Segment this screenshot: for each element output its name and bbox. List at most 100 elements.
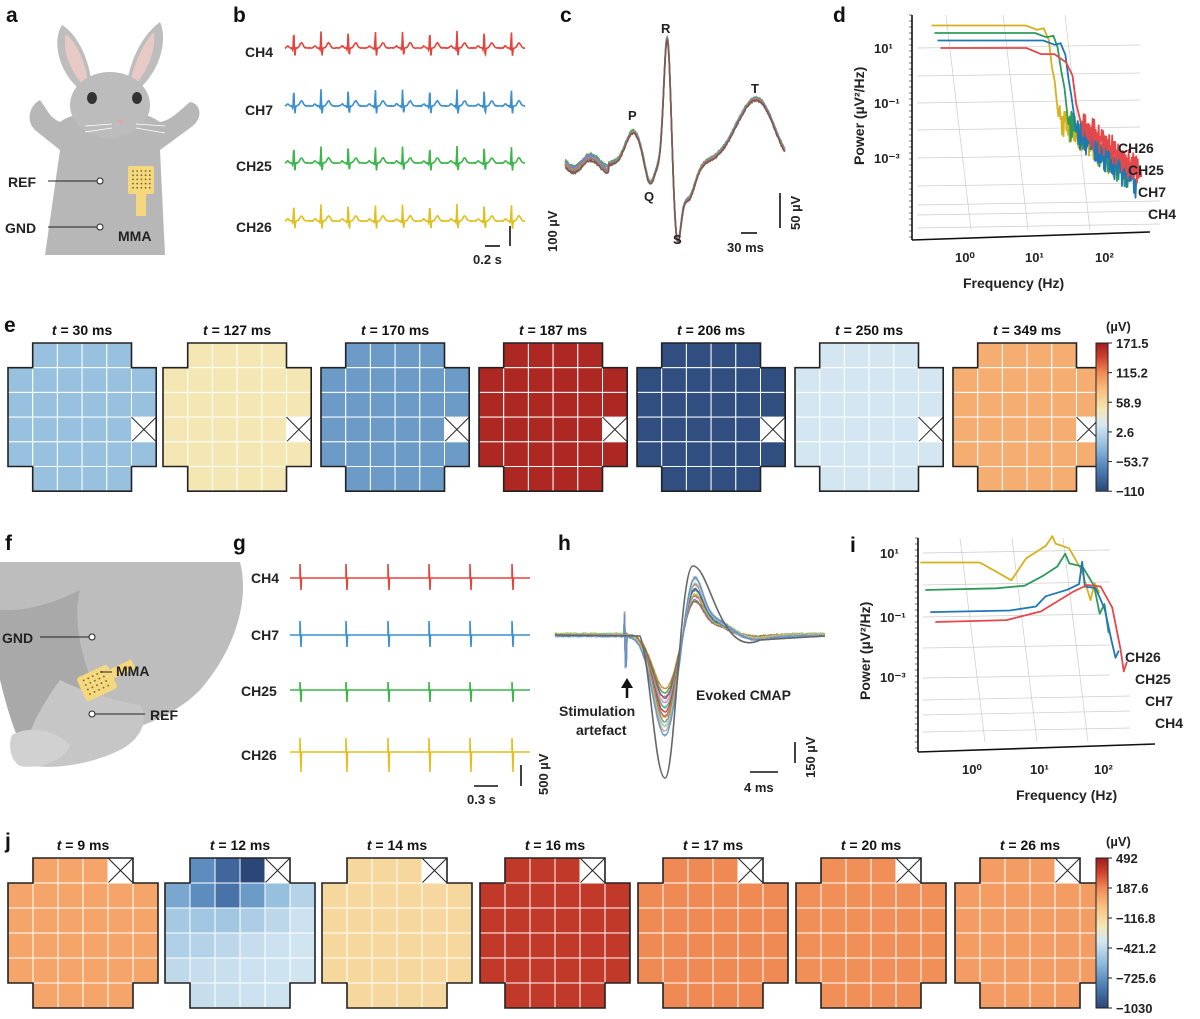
missing-channel-cross-icon [444, 416, 470, 443]
heatmap-cell [396, 932, 423, 959]
heatmap-cell [579, 932, 606, 959]
heatmap-cell [107, 907, 134, 934]
heatmap-cell [820, 907, 847, 934]
heatmap-cell [419, 391, 445, 418]
heatmap-cell [1026, 416, 1053, 443]
heatmap-cell [236, 466, 263, 492]
electrode-dot [136, 186, 139, 189]
psd-curve-ch25 [925, 552, 1110, 634]
heatmap-cell [579, 882, 606, 909]
heatmap-cell [602, 391, 628, 418]
heatmap-cell [82, 982, 109, 1009]
heatmap-cell [261, 466, 287, 492]
heatmap-cell [446, 932, 473, 959]
heatmap-cell [1029, 982, 1056, 1009]
heatmap-outline [478, 342, 628, 492]
electrode-dot [136, 170, 139, 172]
heatmap-cell [579, 982, 606, 1009]
grid-line [1011, 537, 1038, 743]
heatmap-cell [737, 882, 764, 909]
heatmap-cell [977, 367, 1003, 393]
heatmap-cell [820, 882, 847, 909]
heatmap-cell [1029, 957, 1056, 984]
heatmap-cell [503, 367, 529, 393]
heatmap-cell [56, 342, 83, 369]
heatmap-cell [843, 466, 870, 492]
heatmap-cell [56, 441, 83, 467]
heatmap-cell [1054, 957, 1081, 984]
heatmap-cell [637, 907, 664, 934]
heatmap-cell [346, 882, 373, 909]
heatmap-cell [527, 441, 554, 467]
time-variable: t [210, 837, 216, 853]
grid-line [1002, 14, 1029, 231]
heatmap-cell [762, 907, 789, 934]
heatmap-cell [421, 957, 448, 984]
heatmap-outline [321, 857, 473, 1009]
heatmap-cell [820, 932, 847, 959]
heatmap-cell [132, 957, 159, 984]
heatmap-cell [346, 982, 373, 1009]
heatmap-cell [977, 391, 1003, 418]
heatmap-cell [214, 857, 241, 884]
psd-curve-ch26 [920, 535, 1101, 601]
heatmap-cell [893, 441, 919, 467]
electrode-dot [132, 174, 134, 177]
grid-line [916, 126, 1141, 131]
heatmap-cell [371, 907, 398, 934]
heatmap-cell [870, 907, 897, 934]
heatmap-cell [843, 391, 870, 418]
grid-line [916, 99, 1141, 104]
panel-label-h: h [558, 532, 571, 555]
channel-label-ch4: CH4 [251, 570, 279, 586]
arrow-up-icon [621, 678, 633, 698]
heatmap-cell [685, 441, 712, 467]
electrode-patch-icon [77, 659, 136, 701]
heatmap-cell [211, 441, 238, 467]
heatmap-4: t = 187 ms [478, 322, 628, 492]
heatmap-cell [236, 391, 263, 418]
heatmap-cell [503, 466, 529, 492]
heatmap-cell [187, 342, 213, 369]
amp-scale-h: 150 µV [803, 736, 818, 778]
heatmap-cell [1004, 882, 1031, 909]
channel-label-ch25: CH25 [236, 158, 272, 174]
panel-label-d: d [833, 4, 846, 27]
heatmap-cell [394, 466, 421, 492]
missing-channel-cross-icon [918, 416, 944, 443]
heatmap-cell [529, 932, 556, 959]
heatmap-cell [189, 982, 216, 1009]
heatmap-cell [636, 441, 663, 467]
time-value: = 20 ms [846, 837, 902, 853]
heatmap-cell [893, 367, 919, 393]
heatmap-cell [56, 416, 83, 443]
ref-label: REF [8, 174, 36, 190]
y-tick-label: 10⁻¹ [880, 610, 906, 625]
heatmap-cell [577, 466, 603, 492]
heatmap-cell [920, 932, 947, 959]
heatmap-cell [478, 391, 505, 418]
heatmap-cell [345, 441, 371, 467]
colorbar-tick-label: 58.9 [1116, 395, 1141, 410]
heatmap-cell [162, 416, 189, 443]
heatmap-cell [577, 441, 603, 467]
time-variable: t [57, 837, 63, 853]
electrode-dot [102, 686, 105, 689]
electrode-dot [148, 174, 151, 177]
time-variable: t [367, 837, 373, 853]
heatmap-cell [577, 391, 603, 418]
heatmap-cell [444, 391, 470, 418]
heatmap-cell [1001, 416, 1028, 443]
heatmap-title: t = 14 ms [367, 837, 428, 853]
series-label-ch25: CH25 [1135, 671, 1171, 687]
heatmap-3: t = 170 ms [320, 322, 470, 492]
heatmap-cell [895, 982, 922, 1009]
wave-label-p: P [628, 108, 637, 123]
heatmap-cell [579, 957, 606, 984]
heatmap-cell [637, 882, 664, 909]
colorbar-unit: (µV) [1106, 834, 1131, 849]
heatmap-cell [444, 367, 470, 393]
heatmap-cell [236, 342, 263, 369]
heatmap-cell [82, 957, 109, 984]
heatmap-cell [1026, 466, 1053, 492]
